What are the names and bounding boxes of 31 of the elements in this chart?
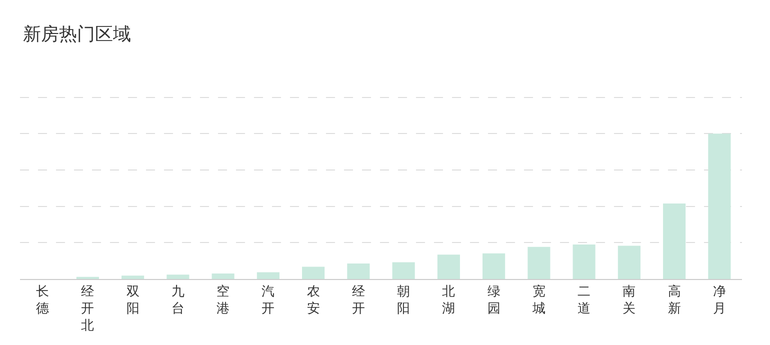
x-tick-label: 长德: [36, 284, 50, 316]
bar: [347, 263, 370, 279]
x-tick-label: 空港: [216, 284, 230, 316]
bar: [618, 246, 640, 279]
bar: [302, 266, 325, 279]
x-tick-label: 朝阳: [397, 284, 410, 316]
bar: [482, 253, 506, 279]
bar: [437, 254, 460, 279]
x-tick-label: 农安: [306, 284, 320, 316]
bar: [663, 204, 686, 279]
x-tick-label: 南关: [622, 284, 636, 316]
bar: [528, 246, 550, 279]
chart-title: 新房热门区域: [23, 24, 132, 46]
x-tick-label: 高新: [668, 284, 681, 316]
bar: [708, 134, 731, 279]
x-tick-label: 经开: [352, 284, 365, 316]
bar: [392, 262, 415, 279]
x-tick-label: 宽城: [531, 284, 546, 316]
bar: [572, 244, 596, 279]
bar: [166, 274, 190, 279]
x-tick-label: 二道: [578, 284, 591, 316]
x-tick-label: 双阳: [126, 284, 140, 316]
x-tick-label: 经开北: [81, 284, 94, 334]
x-tick-label: 北湖: [442, 284, 456, 316]
bar: [256, 272, 280, 279]
x-tick-label: 绿园: [487, 284, 500, 316]
x-tick-label: 九台: [171, 284, 184, 316]
bar: [212, 273, 234, 279]
bar: [122, 276, 144, 279]
x-tick-label: 净月: [712, 284, 726, 316]
x-tick-label: 汽开: [262, 284, 275, 316]
